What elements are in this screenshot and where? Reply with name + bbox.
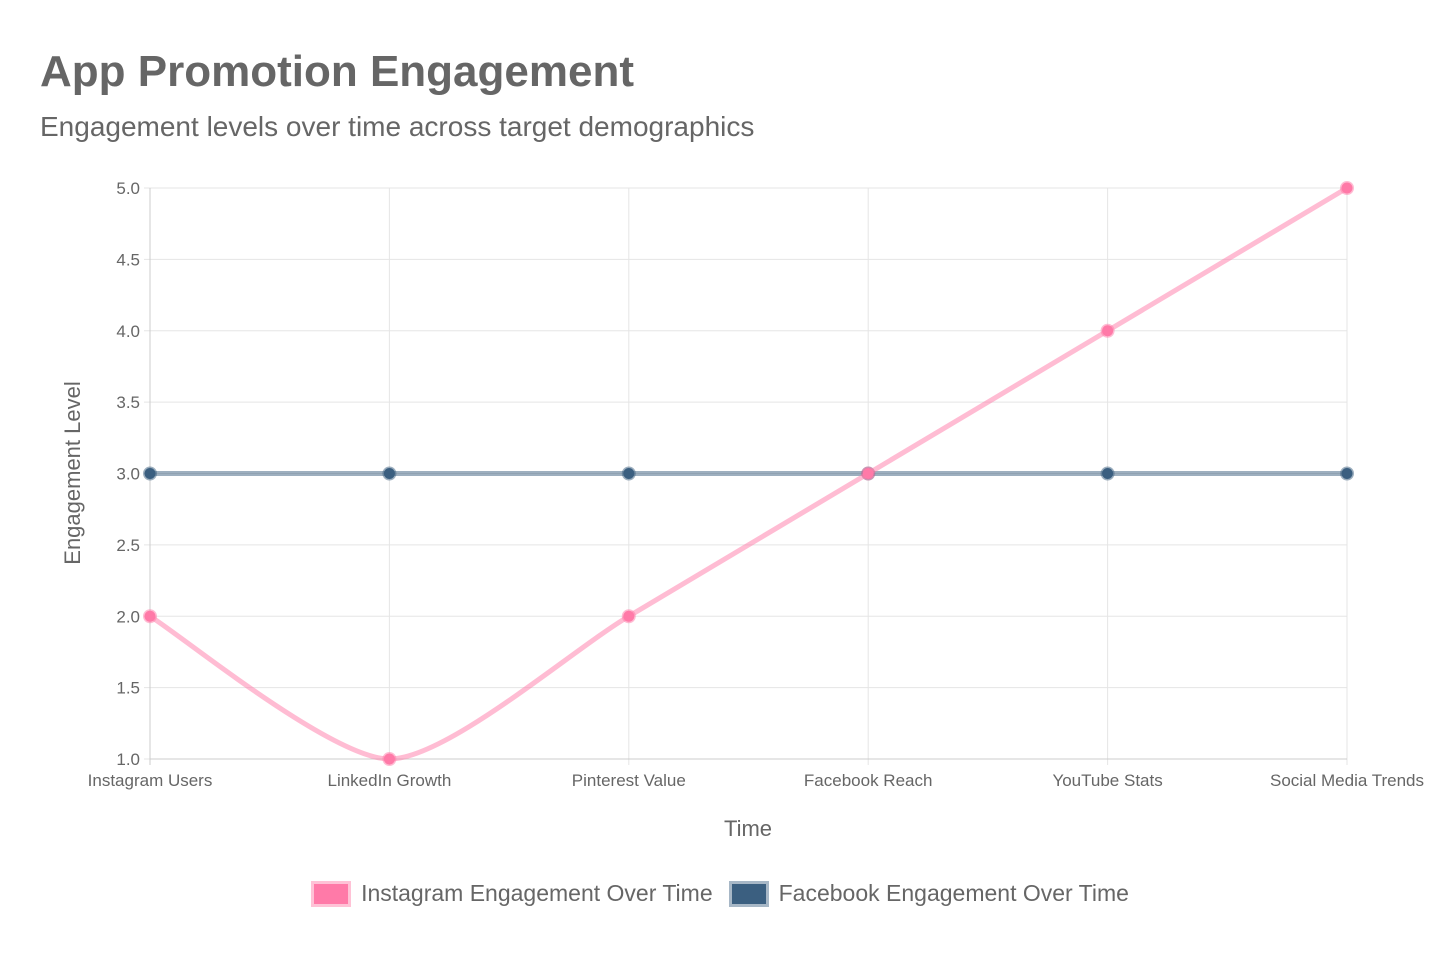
data-point[interactable] [621,466,636,481]
chart-subtitle: Engagement levels over time across targe… [40,111,755,142]
x-tick-label: Instagram Users [88,771,213,790]
x-tick-label: Pinterest Value [572,771,686,790]
x-axis-label: Time [724,816,772,841]
data-point[interactable] [382,752,397,766]
y-tick-label: 2.0 [116,607,140,626]
data-point[interactable] [1340,181,1354,195]
y-axis-ticks: 1.0 1.5 2.0 2.5 3.0 3.5 4.0 4.5 5.0 [116,179,140,769]
y-axis-label: Engagement Level [60,381,85,564]
legend-label-instagram: Instagram Engagement Over Time [361,880,713,906]
legend-item-instagram[interactable]: Instagram Engagement Over Time [311,880,713,907]
y-tick-label: 1.5 [116,679,140,698]
grid-lines [144,187,1348,765]
data-series [143,181,1354,766]
series-instagram [143,181,1354,766]
data-point[interactable] [143,609,157,624]
y-tick-label: 4.5 [116,250,140,269]
x-tick-label: YouTube Stats [1052,771,1162,790]
x-tick-label: LinkedIn Growth [328,771,452,790]
y-tick-label: 4.0 [116,322,140,341]
x-axis-ticks: Instagram Users LinkedIn Growth Pinterest … [88,771,1424,790]
data-point[interactable] [1340,466,1354,481]
data-point[interactable] [143,466,157,481]
y-tick-label: 5.0 [116,179,140,198]
data-point[interactable] [1100,323,1115,338]
chart-title: App Promotion Engagement [40,47,634,96]
data-point[interactable] [382,466,397,481]
data-point[interactable] [621,609,636,624]
chart-legend: Instagram Engagement Over Time Facebook … [0,880,1440,907]
legend-item-facebook[interactable]: Facebook Engagement Over Time [728,880,1129,907]
y-tick-label: 2.5 [116,536,140,555]
y-tick-label: 1.0 [116,750,140,769]
legend-label-facebook: Facebook Engagement Over Time [778,880,1129,906]
x-tick-label: Social Media Trends [1270,771,1424,790]
legend-swatch-facebook [728,880,769,907]
legend-swatch-instagram [311,880,352,907]
y-tick-label: 3.0 [116,465,140,484]
y-tick-label: 3.5 [116,393,140,412]
series-facebook [143,466,1354,481]
x-tick-label: Facebook Reach [804,771,933,790]
data-point[interactable] [861,466,876,481]
data-point[interactable] [1100,466,1115,481]
